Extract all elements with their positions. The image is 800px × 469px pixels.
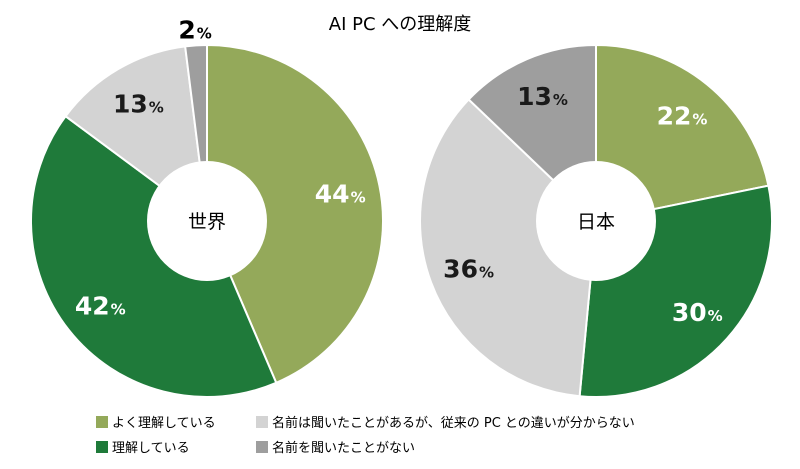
legend-label: よく理解している bbox=[112, 416, 216, 431]
pie-slice bbox=[206, 43, 384, 385]
donut-hole bbox=[147, 161, 267, 281]
data-label: 22% bbox=[657, 102, 708, 131]
legend-swatch bbox=[96, 440, 108, 453]
legend-item-heard-name-unclear: 名前は聞いたことがあるが、従来の PC との違いが分からない bbox=[256, 412, 776, 431]
legend-label: 名前を聞いたことがない bbox=[272, 441, 416, 456]
donut-center-label: 世界 bbox=[188, 211, 226, 233]
legend-label: 名前は聞いたことがあるが、従来の PC との違いが分からない bbox=[272, 416, 635, 431]
legend-swatch bbox=[256, 440, 268, 453]
pie-slice bbox=[419, 98, 598, 398]
legend-swatch bbox=[256, 415, 268, 428]
pie-slice bbox=[30, 114, 278, 398]
legend-item-never-heard: 名前を聞いたことがない bbox=[256, 437, 776, 456]
data-label: 2% bbox=[178, 15, 211, 44]
data-label: 30% bbox=[672, 298, 723, 327]
legend-swatch bbox=[96, 415, 108, 428]
legend-item-understand: 理解している bbox=[96, 437, 256, 456]
data-label: 42% bbox=[75, 291, 126, 320]
donut-world: 44% 42% 13% 2% 世界 bbox=[30, 15, 384, 398]
donut-hole bbox=[536, 161, 656, 281]
data-label: 44% bbox=[315, 180, 366, 209]
donut-center-label: 日本 bbox=[577, 211, 615, 233]
legend-item-well-understand: よく理解している bbox=[96, 412, 256, 431]
data-label: 13% bbox=[113, 90, 164, 119]
legend-label: 理解している bbox=[112, 441, 190, 456]
donut-japan: 22% 30% 36% 13% 日本 bbox=[419, 43, 773, 398]
data-label: 13% bbox=[517, 82, 568, 111]
data-label: 36% bbox=[443, 255, 494, 284]
chart-title: AI PC への理解度 bbox=[328, 14, 472, 35]
pie-slice bbox=[595, 43, 770, 223]
legend: よく理解している 名前は聞いたことがあるが、従来の PC との違いが分からない … bbox=[96, 412, 776, 456]
